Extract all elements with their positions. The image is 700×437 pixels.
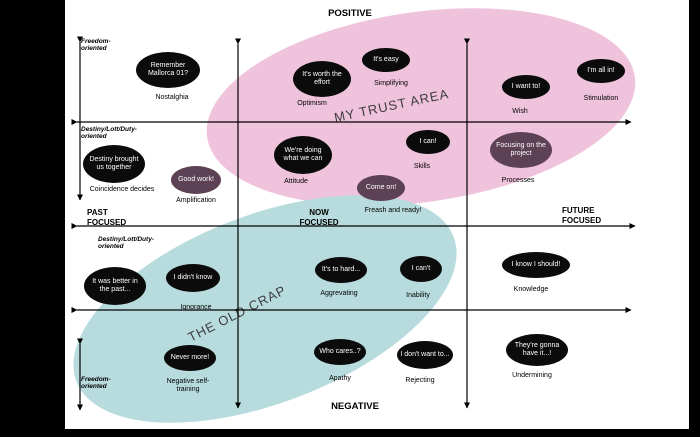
bubble-text: I can! [419,137,437,145]
bubble-text: I can't [411,264,431,272]
slide-canvas: MY TRUST AREA THE OLD CRAP POSITIVE NEGA… [65,0,689,429]
bubble-sublabel: Aggrevating [320,290,358,297]
bubble-sublabel: Skills [413,163,431,170]
positive-title: POSITIVE [328,8,372,19]
bubble-sublabel: Stimulation [583,95,619,102]
bubble-text: It was better in the past... [92,277,138,293]
bubble-never-more: Never more! [164,345,216,371]
freedom-oriented-bottom-label: Freedom-oriented [81,376,111,391]
bubble-sublabel: Inability [406,292,430,299]
future-focused-label: FUTURE FOCUSED [562,206,602,225]
bubble-rejecting: I don't want to... [397,341,453,369]
bubble-sublabel: Knowledge [513,286,549,293]
bubble-text: I want to! [511,82,541,90]
bubble-apathy: Who cares..? [314,339,366,365]
bubble-text: Good work! [178,175,214,183]
bubble-nostalghia: Remember Mallorca 01? [136,52,200,88]
bubble-coincidence: Destiny brought us together [83,145,145,183]
bubble-ignorance: I didn't know [166,264,220,292]
bubble-text: I don't want to... [400,350,450,358]
bubble-simplifying: It's easy [362,48,410,72]
bubble-processes: Focusing on the project [490,132,552,168]
bubble-sublabel: Apathy [329,375,351,382]
bubble-attitude: We're doing what we can [274,136,332,174]
bubble-text: I'm all in! [587,66,615,74]
bubble-text: It's worth the effort [302,70,342,86]
bubble-sublabel: Simplifying [374,80,408,87]
now-focused-label: NOW FOCUSED [299,208,339,227]
bubble-text: Who cares..? [319,347,361,355]
bubble-sublabel: Amplification [176,197,216,204]
bubble-aggrevating: It's to hard... [315,257,367,283]
bubble-sublabel: Freash and ready! [364,207,422,214]
destiny-oriented-mid-label: Destiny/Lott/Duty-oriented [81,126,137,141]
negative-title: NEGATIVE [331,401,379,412]
bubble-text: It's easy [373,55,399,63]
bubble-text: Remember Mallorca 01? [147,61,189,77]
bubble-text: They're gonna have it...! [514,341,560,357]
bubble-knowledge: I know I should! [502,252,570,278]
past-focused-label: PAST FOCUSED [87,208,127,227]
bubble-text: Destiny brought us together [89,155,139,171]
bubble-wish: I want to! [502,75,550,99]
bubble-text: We're doing what we can [283,146,323,162]
bubble-sublabel: Coincidence decides [89,186,155,193]
bubble-text: Focusing on the project [496,141,546,157]
bubble-text: Never more! [170,353,210,361]
bubble-sublabel: Optimism [297,100,327,107]
bubble-skills: I can! [406,130,450,154]
bubble-undermining: They're gonna have it...! [506,334,568,366]
bubble-sublabel: Processes [501,177,535,184]
bubble-fresh-ready: Come on! [357,175,405,201]
bubble-text: I didn't know [173,273,213,281]
bubble-amplification: Good work! [171,166,221,194]
bubble-better-in-past: It was better in the past... [84,267,146,305]
bubble-stimulation: I'm all in! [577,59,625,83]
bubble-sublabel: Wish [512,108,528,115]
bubble-sublabel: Attitude [284,178,308,185]
bubble-sublabel: Rejecting [405,377,435,384]
bubble-text: I know I should! [511,260,561,268]
bubble-sublabel: Ignorance [180,304,212,311]
trust-area-ellipse [193,0,649,232]
bubble-text: Come on! [365,183,397,191]
bubble-optimism: It's worth the effort [293,61,351,97]
bubble-text: It's to hard... [321,265,361,273]
bubble-sublabel: Undermining [512,372,552,379]
bubble-inability: I can't [400,256,442,282]
freedom-oriented-top-label: Freedom-oriented [81,38,111,53]
bubble-sublabel: Nostalghia [155,94,189,101]
bubble-sublabel: Negative self-training [166,378,210,394]
destiny-oriented-lower-label: Destiny/Lott/Duty-oriented [98,236,154,251]
